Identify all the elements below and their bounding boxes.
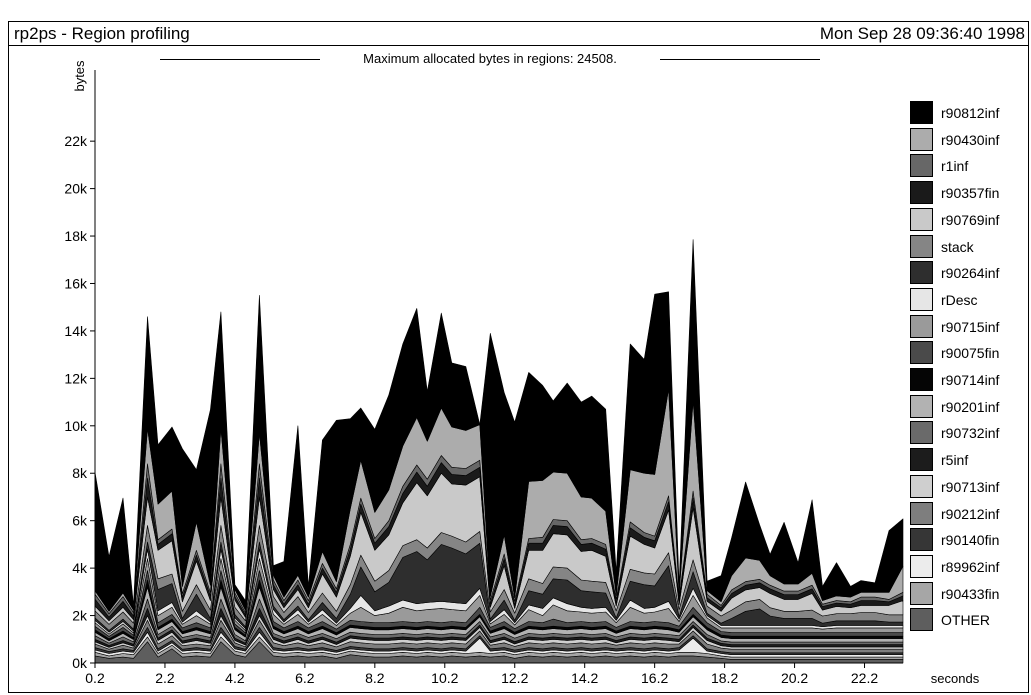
- max-allocated-label: Maximum allocated bytes in regions: 2450…: [357, 51, 623, 66]
- legend-swatch: [910, 554, 933, 578]
- y-tick-label: 8k: [72, 465, 88, 481]
- title-bar: rp2ps - Region profiling Mon Sep 28 09:3…: [8, 21, 1029, 46]
- legend-label: r90430inf: [941, 131, 1000, 148]
- legend-swatch: [910, 474, 933, 498]
- legend-label: r90732inf: [941, 425, 1000, 442]
- series-area-r90812inf: [94, 239, 904, 612]
- legend-swatch: [910, 287, 933, 311]
- banner-rule-right: [660, 59, 820, 60]
- legend-item: r90812inf: [910, 101, 1028, 125]
- legend-swatch: [910, 421, 933, 445]
- legend-item: r90212inf: [910, 501, 1028, 526]
- y-tick-label: 16k: [64, 275, 88, 291]
- legend-item: OTHER: [910, 608, 1028, 632]
- legend-item: r90264inf: [910, 261, 1028, 285]
- program-title: rp2ps - Region profiling: [14, 24, 190, 43]
- legend-item: r90714inf: [910, 368, 1028, 392]
- legend-swatch: [910, 127, 933, 151]
- legend-label: rDesc: [941, 291, 978, 308]
- legend-item: r1inf: [910, 154, 1028, 178]
- legend-item: r90713inf: [910, 474, 1028, 499]
- x-tick-label: 10.2: [431, 670, 458, 686]
- x-tick-label: 2.2: [155, 670, 175, 686]
- legend-swatch: [910, 581, 933, 605]
- x-tick-label: 16.2: [641, 670, 668, 686]
- y-axis-label: bytes: [72, 60, 87, 92]
- max-allocated-banner: Maximum allocated bytes in regions: 2450…: [160, 51, 820, 66]
- legend-label: r1inf: [941, 158, 969, 175]
- legend-label: r90433fin: [941, 585, 1000, 602]
- x-tick-label: 8.2: [365, 670, 385, 686]
- legend-swatch: [910, 207, 933, 231]
- legend-label: r90075fin: [941, 345, 1000, 362]
- legend-label: r90714inf: [941, 372, 1000, 388]
- legend-item: r89962inf: [910, 554, 1028, 579]
- legend-label: r90357fin: [941, 185, 1000, 202]
- legend-label: r90212inf: [941, 505, 1000, 522]
- x-tick-label: 14.2: [571, 670, 598, 686]
- y-tick-label: 18k: [64, 228, 88, 244]
- y-tick-label: 4k: [72, 560, 88, 576]
- legend-label: stack: [941, 238, 974, 255]
- legend-swatch: [910, 314, 933, 338]
- legend-swatch: [910, 368, 933, 391]
- legend-swatch: [910, 341, 933, 365]
- profile-frame: [8, 21, 1029, 693]
- legend-swatch: [910, 394, 933, 418]
- legend-label: r90769inf: [941, 211, 1000, 228]
- x-tick-label: 4.2: [225, 670, 245, 686]
- x-tick-label: 6.2: [295, 670, 315, 686]
- y-tick-label: 22k: [64, 133, 88, 149]
- legend-item: r90433fin: [910, 581, 1028, 606]
- legend-label: r90713inf: [941, 478, 1000, 495]
- legend-item: stack: [910, 234, 1028, 259]
- legend-label: r90201inf: [941, 398, 1000, 415]
- y-tick-label: 10k: [64, 418, 88, 434]
- legend-label: r90140fin: [941, 532, 1000, 549]
- legend-item: r90140fin: [910, 528, 1028, 552]
- legend-item: r90715inf: [910, 314, 1028, 339]
- x-tick-label: 12.2: [501, 670, 528, 686]
- legend-item: r90430inf: [910, 127, 1028, 152]
- legend-label: OTHER: [941, 612, 990, 629]
- legend-label: r89962inf: [941, 558, 1000, 575]
- y-tick-label: 6k: [72, 513, 88, 529]
- legend-item: r90075fin: [910, 341, 1028, 365]
- legend-swatch: [910, 261, 933, 285]
- legend-swatch: [910, 501, 933, 525]
- legend-item: rDesc: [910, 287, 1028, 312]
- legend-item: r90357fin: [910, 181, 1028, 205]
- y-tick-label: 12k: [64, 370, 88, 386]
- axes-group: 0k 2k 4k 6k 8k 10k 12k 14k 16k 18k 20k 22k 0.2 2.2 4.2…: [64, 60, 979, 686]
- x-tick-label: 0.2: [85, 670, 105, 686]
- legend-label: r5inf: [941, 452, 969, 469]
- legend-label: r90812inf: [941, 105, 1000, 121]
- legend-label: r90264inf: [941, 265, 1000, 282]
- banner-rule-left: [160, 59, 320, 60]
- y-tick-label: 2k: [72, 608, 88, 624]
- legend-item: r90732inf: [910, 421, 1028, 445]
- legend-item: r90201inf: [910, 394, 1028, 419]
- legend-item: r5inf: [910, 448, 1028, 472]
- x-axis-label: seconds: [931, 671, 980, 686]
- legend-swatch: [910, 154, 933, 178]
- legend-item: r90769inf: [910, 207, 1028, 232]
- x-tick-label: 20.2: [781, 670, 808, 686]
- y-tick-label: 14k: [64, 323, 88, 339]
- y-tick-label: 20k: [64, 181, 88, 197]
- legend-swatch: [910, 448, 933, 472]
- y-tick-label: 0k: [72, 655, 88, 671]
- x-tick-label: 18.2: [711, 670, 738, 686]
- legend-swatch: [910, 608, 933, 632]
- legend-swatch: [910, 101, 933, 124]
- legend-swatch: [910, 234, 933, 258]
- legend-swatch: [910, 181, 933, 205]
- x-tick-label: 22.2: [851, 670, 878, 686]
- date-label: Mon Sep 28 09:36:40 1998: [819, 24, 1025, 43]
- area-series-group: [94, 239, 904, 664]
- legend-label: r90715inf: [941, 318, 1000, 335]
- legend-swatch: [910, 528, 933, 552]
